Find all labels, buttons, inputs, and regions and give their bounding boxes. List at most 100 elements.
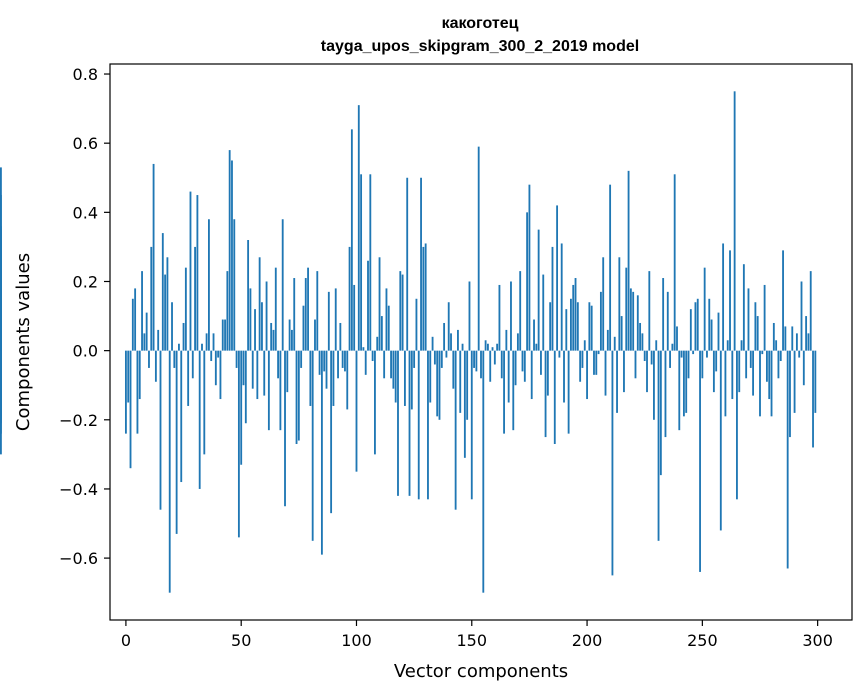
bar bbox=[729, 250, 731, 351]
bar bbox=[657, 350, 660, 541]
bar bbox=[217, 350, 220, 358]
bar bbox=[452, 350, 455, 389]
bar bbox=[332, 350, 335, 406]
bar bbox=[219, 350, 222, 400]
bar bbox=[154, 350, 157, 382]
bar bbox=[387, 305, 390, 351]
bar bbox=[392, 350, 395, 389]
bar bbox=[530, 350, 533, 400]
bar bbox=[687, 350, 690, 379]
bar bbox=[611, 350, 614, 576]
bar bbox=[549, 302, 552, 351]
bar bbox=[231, 160, 233, 351]
bar bbox=[775, 340, 778, 351]
bar bbox=[420, 177, 422, 351]
bar bbox=[782, 250, 784, 351]
bar bbox=[595, 350, 598, 375]
bar bbox=[772, 322, 775, 351]
bar bbox=[777, 350, 780, 379]
bar bbox=[639, 322, 642, 351]
bar bbox=[482, 350, 485, 593]
bar bbox=[187, 350, 190, 406]
bar bbox=[300, 350, 303, 368]
bar bbox=[318, 350, 321, 375]
bar bbox=[616, 350, 618, 413]
bar bbox=[682, 350, 685, 417]
bar bbox=[454, 350, 457, 510]
bar bbox=[641, 333, 644, 351]
bar bbox=[320, 350, 323, 555]
bar bbox=[124, 350, 127, 434]
bar bbox=[685, 350, 688, 413]
bar bbox=[203, 350, 206, 455]
bar bbox=[789, 350, 791, 438]
bar bbox=[159, 350, 162, 510]
x-tick-label: 150 bbox=[457, 631, 488, 650]
bar bbox=[344, 350, 346, 372]
bar bbox=[636, 295, 639, 351]
bars-group bbox=[0, 91, 817, 593]
bar bbox=[662, 278, 665, 351]
bar bbox=[443, 322, 446, 351]
bar bbox=[323, 350, 326, 372]
bar bbox=[505, 329, 508, 351]
bar bbox=[374, 350, 376, 455]
bar bbox=[567, 350, 570, 434]
bar bbox=[740, 340, 743, 351]
bar bbox=[650, 350, 653, 365]
y-tick-label: −0.6 bbox=[59, 549, 98, 568]
bar bbox=[680, 350, 683, 358]
y-tick-label: 0.2 bbox=[73, 272, 98, 291]
bar bbox=[498, 284, 501, 351]
x-tick-label: 300 bbox=[802, 631, 833, 650]
bar bbox=[161, 233, 164, 351]
y-tick-label: 0.8 bbox=[73, 65, 98, 84]
bar bbox=[164, 274, 167, 351]
bar bbox=[512, 350, 515, 431]
bar bbox=[175, 350, 178, 534]
bar bbox=[779, 350, 782, 362]
bar bbox=[433, 350, 436, 365]
bar bbox=[581, 350, 584, 368]
bar bbox=[224, 319, 226, 351]
bar bbox=[523, 350, 526, 382]
bar bbox=[802, 350, 805, 386]
bar bbox=[576, 302, 579, 351]
bar bbox=[745, 350, 748, 379]
bar bbox=[265, 281, 268, 351]
bar bbox=[489, 350, 492, 382]
bar bbox=[625, 267, 628, 351]
bar bbox=[544, 350, 547, 438]
bar bbox=[417, 350, 420, 500]
bar bbox=[602, 257, 605, 351]
bar bbox=[655, 340, 658, 351]
bar bbox=[369, 174, 372, 351]
bar bbox=[297, 350, 300, 441]
bar bbox=[689, 309, 692, 351]
bar bbox=[703, 267, 706, 351]
bar bbox=[194, 246, 196, 351]
bar bbox=[491, 347, 494, 351]
bar bbox=[311, 350, 314, 541]
bar bbox=[553, 350, 556, 444]
bar bbox=[563, 350, 565, 403]
bar bbox=[447, 302, 450, 351]
bar bbox=[551, 246, 554, 351]
bar bbox=[542, 274, 545, 351]
bar bbox=[212, 333, 215, 351]
bar bbox=[599, 291, 602, 351]
bar bbox=[752, 350, 754, 396]
plot-frame bbox=[109, 63, 853, 621]
bar bbox=[385, 288, 388, 351]
bar bbox=[457, 329, 459, 351]
bar bbox=[143, 333, 146, 351]
bar bbox=[763, 284, 766, 351]
bar bbox=[429, 350, 432, 403]
bar bbox=[487, 343, 489, 351]
bar bbox=[237, 350, 240, 538]
bar bbox=[171, 302, 173, 351]
bar bbox=[507, 350, 510, 403]
bar bbox=[415, 298, 418, 351]
bar bbox=[459, 350, 462, 413]
